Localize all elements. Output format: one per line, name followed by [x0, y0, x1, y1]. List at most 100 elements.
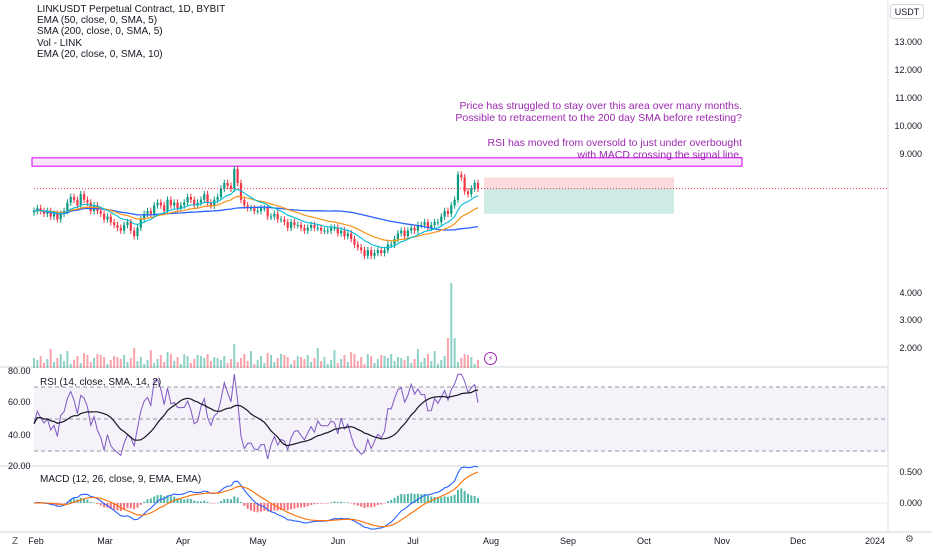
volume-bar — [119, 359, 122, 368]
time-tick: Feb — [28, 536, 44, 546]
candle-body — [330, 227, 333, 231]
legend-ema50[interactable]: EMA (50, close, 0, SMA, 5) — [37, 15, 158, 27]
macd-hist-bar — [243, 503, 246, 506]
macd-hist-bar — [330, 502, 333, 503]
time-tick: Dec — [789, 536, 807, 546]
volume-bar — [123, 355, 126, 368]
macd-hist-bar — [416, 493, 419, 503]
macd-hist-bar — [433, 496, 436, 503]
volume-bar — [229, 359, 232, 368]
volume-bar — [376, 359, 379, 368]
price-tick: 2.000 — [899, 343, 922, 353]
volume-bar — [303, 359, 306, 368]
candle-body — [186, 197, 189, 203]
time-tick: May — [249, 536, 267, 546]
volume-bar — [243, 354, 246, 368]
macd-hist-bar — [333, 501, 336, 503]
candle-body — [416, 225, 420, 231]
volume-bar — [86, 355, 89, 368]
candle-body — [99, 211, 102, 214]
macd-hist-bar — [83, 498, 86, 503]
macd-hist-bar — [286, 503, 289, 511]
volume-bar — [330, 360, 333, 368]
macd-hist-bar — [193, 500, 196, 503]
legend-sma200[interactable]: SMA (200, close, 0, SMA, 5) — [37, 26, 163, 38]
candle-body — [59, 213, 62, 220]
volume-bar — [406, 356, 409, 368]
candle-body — [143, 213, 146, 220]
macd-hist-bar — [473, 495, 476, 503]
candle-body — [296, 225, 299, 226]
rsi-title[interactable]: RSI (14, close, SMA, 14, 2) — [40, 377, 162, 388]
volume-bar — [36, 360, 39, 368]
candle-body — [263, 208, 266, 210]
candle-body — [319, 227, 323, 231]
rsi-tick: 80.00 — [8, 366, 31, 376]
volume-bar — [463, 354, 466, 368]
macd-hist-bar — [410, 493, 413, 503]
candle-body — [203, 194, 206, 200]
macd-hist-bar — [336, 502, 339, 503]
candle-body — [253, 208, 256, 211]
currency-selector[interactable]: USDT — [890, 4, 924, 19]
price-badge: 7.205 — [894, 223, 917, 233]
macd-hist-bar — [396, 495, 399, 503]
candle-body — [306, 227, 309, 231]
volume-bar — [413, 359, 416, 368]
events-bolt-icon[interactable]: ⚡ — [484, 352, 497, 365]
macd-hist-bar — [403, 494, 406, 503]
macd-title[interactable]: MACD (12, 26, close, 9, EMA, EMA) — [40, 474, 202, 485]
time-tick: Sep — [559, 536, 577, 546]
macd-hist-bar — [216, 502, 219, 504]
candle-body — [206, 194, 209, 203]
macd-hist-bar — [116, 503, 119, 511]
volume-bar — [396, 357, 399, 368]
candle-body — [113, 222, 116, 225]
macd-hist-bar — [203, 500, 206, 503]
candle-body — [450, 205, 453, 214]
volume-bar — [93, 358, 96, 368]
candle-body — [79, 194, 82, 206]
volume-bar — [373, 363, 376, 368]
price-tick: 4.000 — [899, 288, 922, 298]
macd-hist-bar — [343, 502, 346, 503]
candle-body — [209, 202, 213, 206]
candle-body — [289, 222, 293, 228]
volume-bar — [189, 363, 192, 368]
candle-body — [156, 202, 159, 206]
candle-body — [52, 213, 56, 217]
candle-body — [303, 227, 306, 231]
macd-hist-bar — [400, 494, 403, 503]
candle-body — [72, 197, 76, 200]
annotation-line: with MACD crossing the signal line. — [577, 148, 742, 161]
volume-bar — [276, 358, 279, 368]
candle-body — [446, 211, 450, 214]
volume-bar — [420, 362, 423, 368]
gear-icon[interactable]: ⚙ — [905, 534, 914, 545]
candle-body — [370, 250, 373, 256]
candle-body — [440, 216, 443, 223]
volume-bar — [146, 360, 149, 368]
macd-hist-bar — [166, 495, 169, 503]
macd-hist-bar — [139, 503, 142, 505]
candle-body — [273, 213, 276, 217]
volume-bar — [310, 362, 313, 368]
macd-hist-bar — [96, 503, 99, 505]
volume-bar — [460, 358, 463, 368]
candle-body — [86, 199, 89, 203]
time-tick: Jul — [407, 536, 419, 546]
macd-hist-bar — [189, 499, 192, 503]
volume-bar — [383, 356, 386, 368]
legend-ema20[interactable]: EMA (20, close, 0, SMA, 10) — [37, 48, 163, 60]
legend-vol[interactable]: Vol - LINK — [37, 37, 83, 49]
zoom-z-icon[interactable]: Z — [12, 536, 19, 547]
macd-line — [33, 465, 479, 530]
macd-hist-bar — [143, 501, 146, 503]
macd-hist-bar — [183, 499, 186, 503]
volume-bar — [280, 354, 283, 368]
volume-bar — [163, 362, 166, 368]
volume-bar — [253, 364, 256, 368]
target-zone — [484, 188, 674, 214]
candle-body — [216, 197, 219, 200]
